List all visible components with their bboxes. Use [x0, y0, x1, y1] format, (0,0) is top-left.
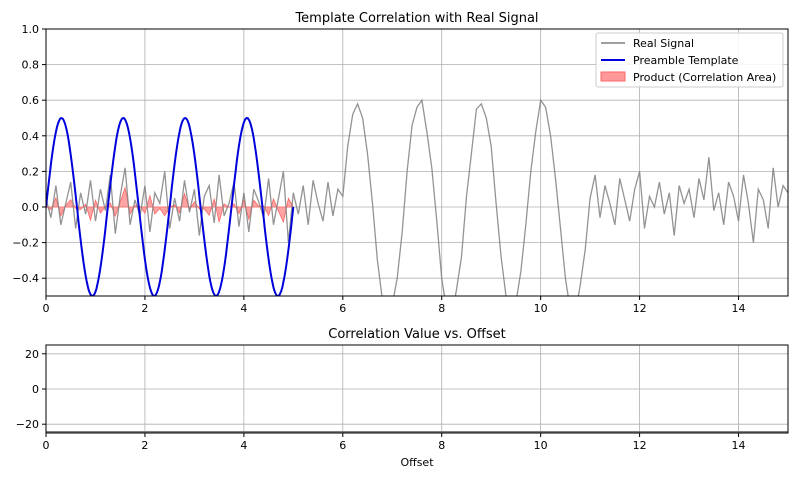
- legend-real-label: Real Signal: [633, 37, 694, 50]
- top-y-tick-label: 0.8: [22, 59, 40, 72]
- top-y-tick-label: −0.2: [12, 237, 39, 250]
- bottom-x-tick-label: 14: [732, 439, 746, 452]
- top-x-tick-label: 6: [339, 302, 346, 315]
- bottom-y-tick-label: 20: [25, 348, 39, 361]
- top-plot-area: [46, 98, 788, 296]
- bottom-x-tick-label: 10: [534, 439, 548, 452]
- top-x-tick-label: 2: [141, 302, 148, 315]
- top-x-tick-label: 4: [240, 302, 247, 315]
- top-chart-title: Template Correlation with Real Signal: [294, 11, 538, 26]
- top-x-tick-label: 0: [43, 302, 50, 315]
- preamble-template-line: [46, 116, 295, 296]
- bottom-x-tick-label: 12: [633, 439, 647, 452]
- bottom-y-tick-label: 0: [32, 383, 39, 396]
- legend: Real Signal Preamble Template Product (C…: [595, 32, 784, 88]
- top-y-tick-label: 0.0: [22, 201, 40, 214]
- top-y-tick-label: 0.4: [22, 130, 40, 143]
- bottom-x-tick-label: 0: [43, 439, 50, 452]
- bottom-x-axis-label: Offset: [400, 456, 434, 469]
- top-y-tick-label: 1.0: [22, 23, 40, 36]
- top-y-tick-label: −0.4: [12, 272, 39, 285]
- top-y-tick-label: 0.6: [22, 94, 40, 107]
- legend-product-swatch: [600, 71, 626, 82]
- top-x-tick-label: 8: [438, 302, 445, 315]
- legend-product-label: Product (Correlation Area): [633, 71, 776, 84]
- bottom-x-tick-label: 6: [339, 439, 346, 452]
- top-y-tick-label: 0.2: [22, 165, 40, 178]
- top-x-tick-label: 14: [732, 302, 746, 315]
- legend-template-label: Preamble Template: [633, 54, 739, 67]
- bottom-x-tick-label: 4: [240, 439, 247, 452]
- real-signal-line: [46, 98, 788, 296]
- bottom-y-tick-label: −20: [16, 418, 39, 431]
- bottom-axes-frame: [45, 344, 789, 434]
- bottom-chart-title: Correlation Value vs. Offset: [328, 327, 505, 342]
- bottom-x-tick-label: 8: [438, 439, 445, 452]
- top-x-tick-label: 12: [633, 302, 647, 315]
- top-x-tick-label: 10: [534, 302, 548, 315]
- top-axes-frame: [45, 28, 789, 297]
- bottom-x-tick-label: 2: [141, 439, 148, 452]
